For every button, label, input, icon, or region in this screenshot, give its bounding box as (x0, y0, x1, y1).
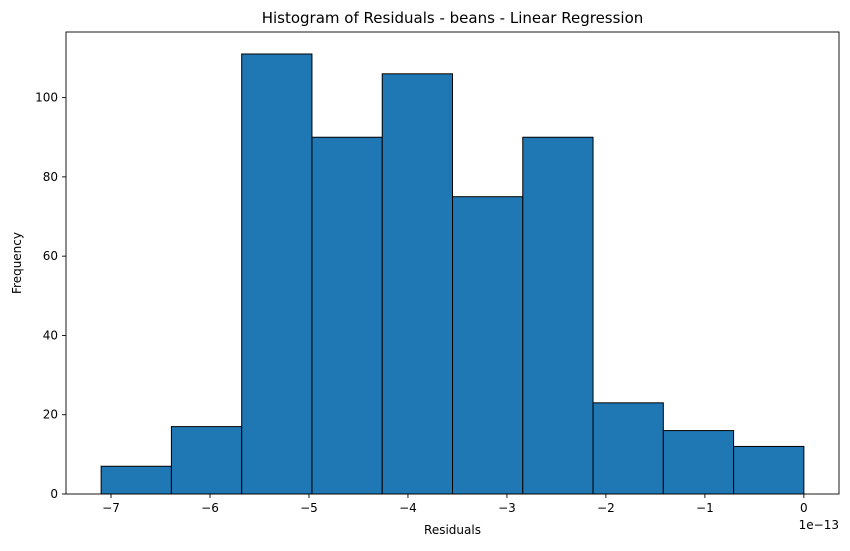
histogram-bar (592, 402, 664, 495)
y-tick-label: 60 (43, 249, 58, 263)
y-tick-label: 0 (50, 487, 58, 501)
histogram-bar (452, 196, 524, 495)
y-tick-label: 40 (43, 328, 58, 342)
y-tick-label: 100 (35, 91, 58, 105)
x-tick-label: −3 (498, 501, 516, 515)
x-tick-label: −1 (696, 501, 714, 515)
histogram-bar (170, 426, 243, 495)
y-tick-label: 80 (43, 170, 58, 184)
y-tick-label: 20 (43, 408, 58, 422)
bars-group (100, 53, 805, 495)
x-tick-label: 0 (800, 501, 808, 515)
histogram-bar (522, 136, 594, 495)
chart-title: Histogram of Residuals - beans - Linear … (262, 9, 644, 27)
x-tick-label: −5 (300, 501, 318, 515)
histogram-bar (241, 53, 313, 495)
x-tick-label: −4 (399, 501, 417, 515)
histogram-bar (381, 73, 453, 495)
x-axis-label: Residuals (424, 523, 481, 537)
histogram-bar (662, 430, 735, 495)
histogram-bar (100, 465, 172, 495)
x-tick-label: −6 (201, 501, 219, 515)
x-axis-ticks: −7 −6 −5 −4 −3 −2 −1 0 (102, 494, 808, 515)
histogram-bar (311, 136, 383, 495)
y-axis-ticks: 0 20 40 60 80 100 (35, 91, 66, 501)
x-tick-label: −2 (597, 501, 615, 515)
plot-frame (65, 31, 840, 495)
x-tick-label: −7 (102, 501, 120, 515)
y-axis-label: Frequency (10, 232, 24, 294)
histogram-bar (733, 445, 805, 495)
x-axis-offset-text: 1e−13 (799, 518, 839, 532)
